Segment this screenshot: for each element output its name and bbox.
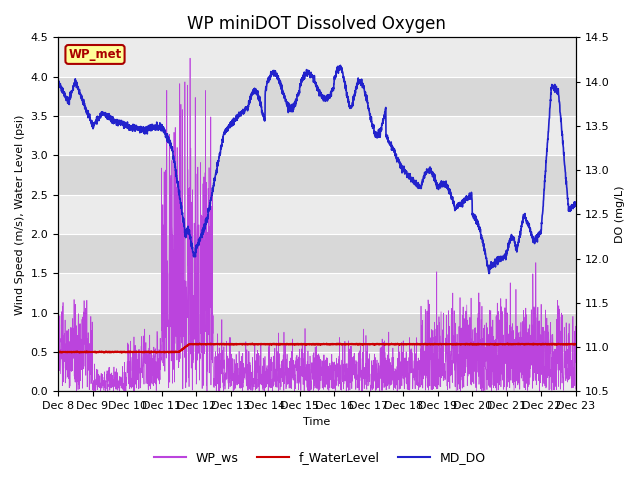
Bar xyxy=(58,273,575,312)
Bar xyxy=(58,116,575,156)
Bar xyxy=(58,312,575,352)
Legend: WP_ws, f_WaterLevel, MD_DO: WP_ws, f_WaterLevel, MD_DO xyxy=(149,446,491,469)
Bar xyxy=(58,195,575,234)
Bar xyxy=(58,234,575,273)
Y-axis label: DO (mg/L): DO (mg/L) xyxy=(615,186,625,243)
Bar xyxy=(58,37,575,77)
Bar xyxy=(58,77,575,116)
Text: WP_met: WP_met xyxy=(68,48,122,61)
X-axis label: Time: Time xyxy=(303,417,330,427)
Y-axis label: Wind Speed (m/s), Water Level (psi): Wind Speed (m/s), Water Level (psi) xyxy=(15,114,25,314)
Bar xyxy=(58,156,575,195)
Bar xyxy=(58,352,575,391)
Title: WP miniDOT Dissolved Oxygen: WP miniDOT Dissolved Oxygen xyxy=(188,15,446,33)
